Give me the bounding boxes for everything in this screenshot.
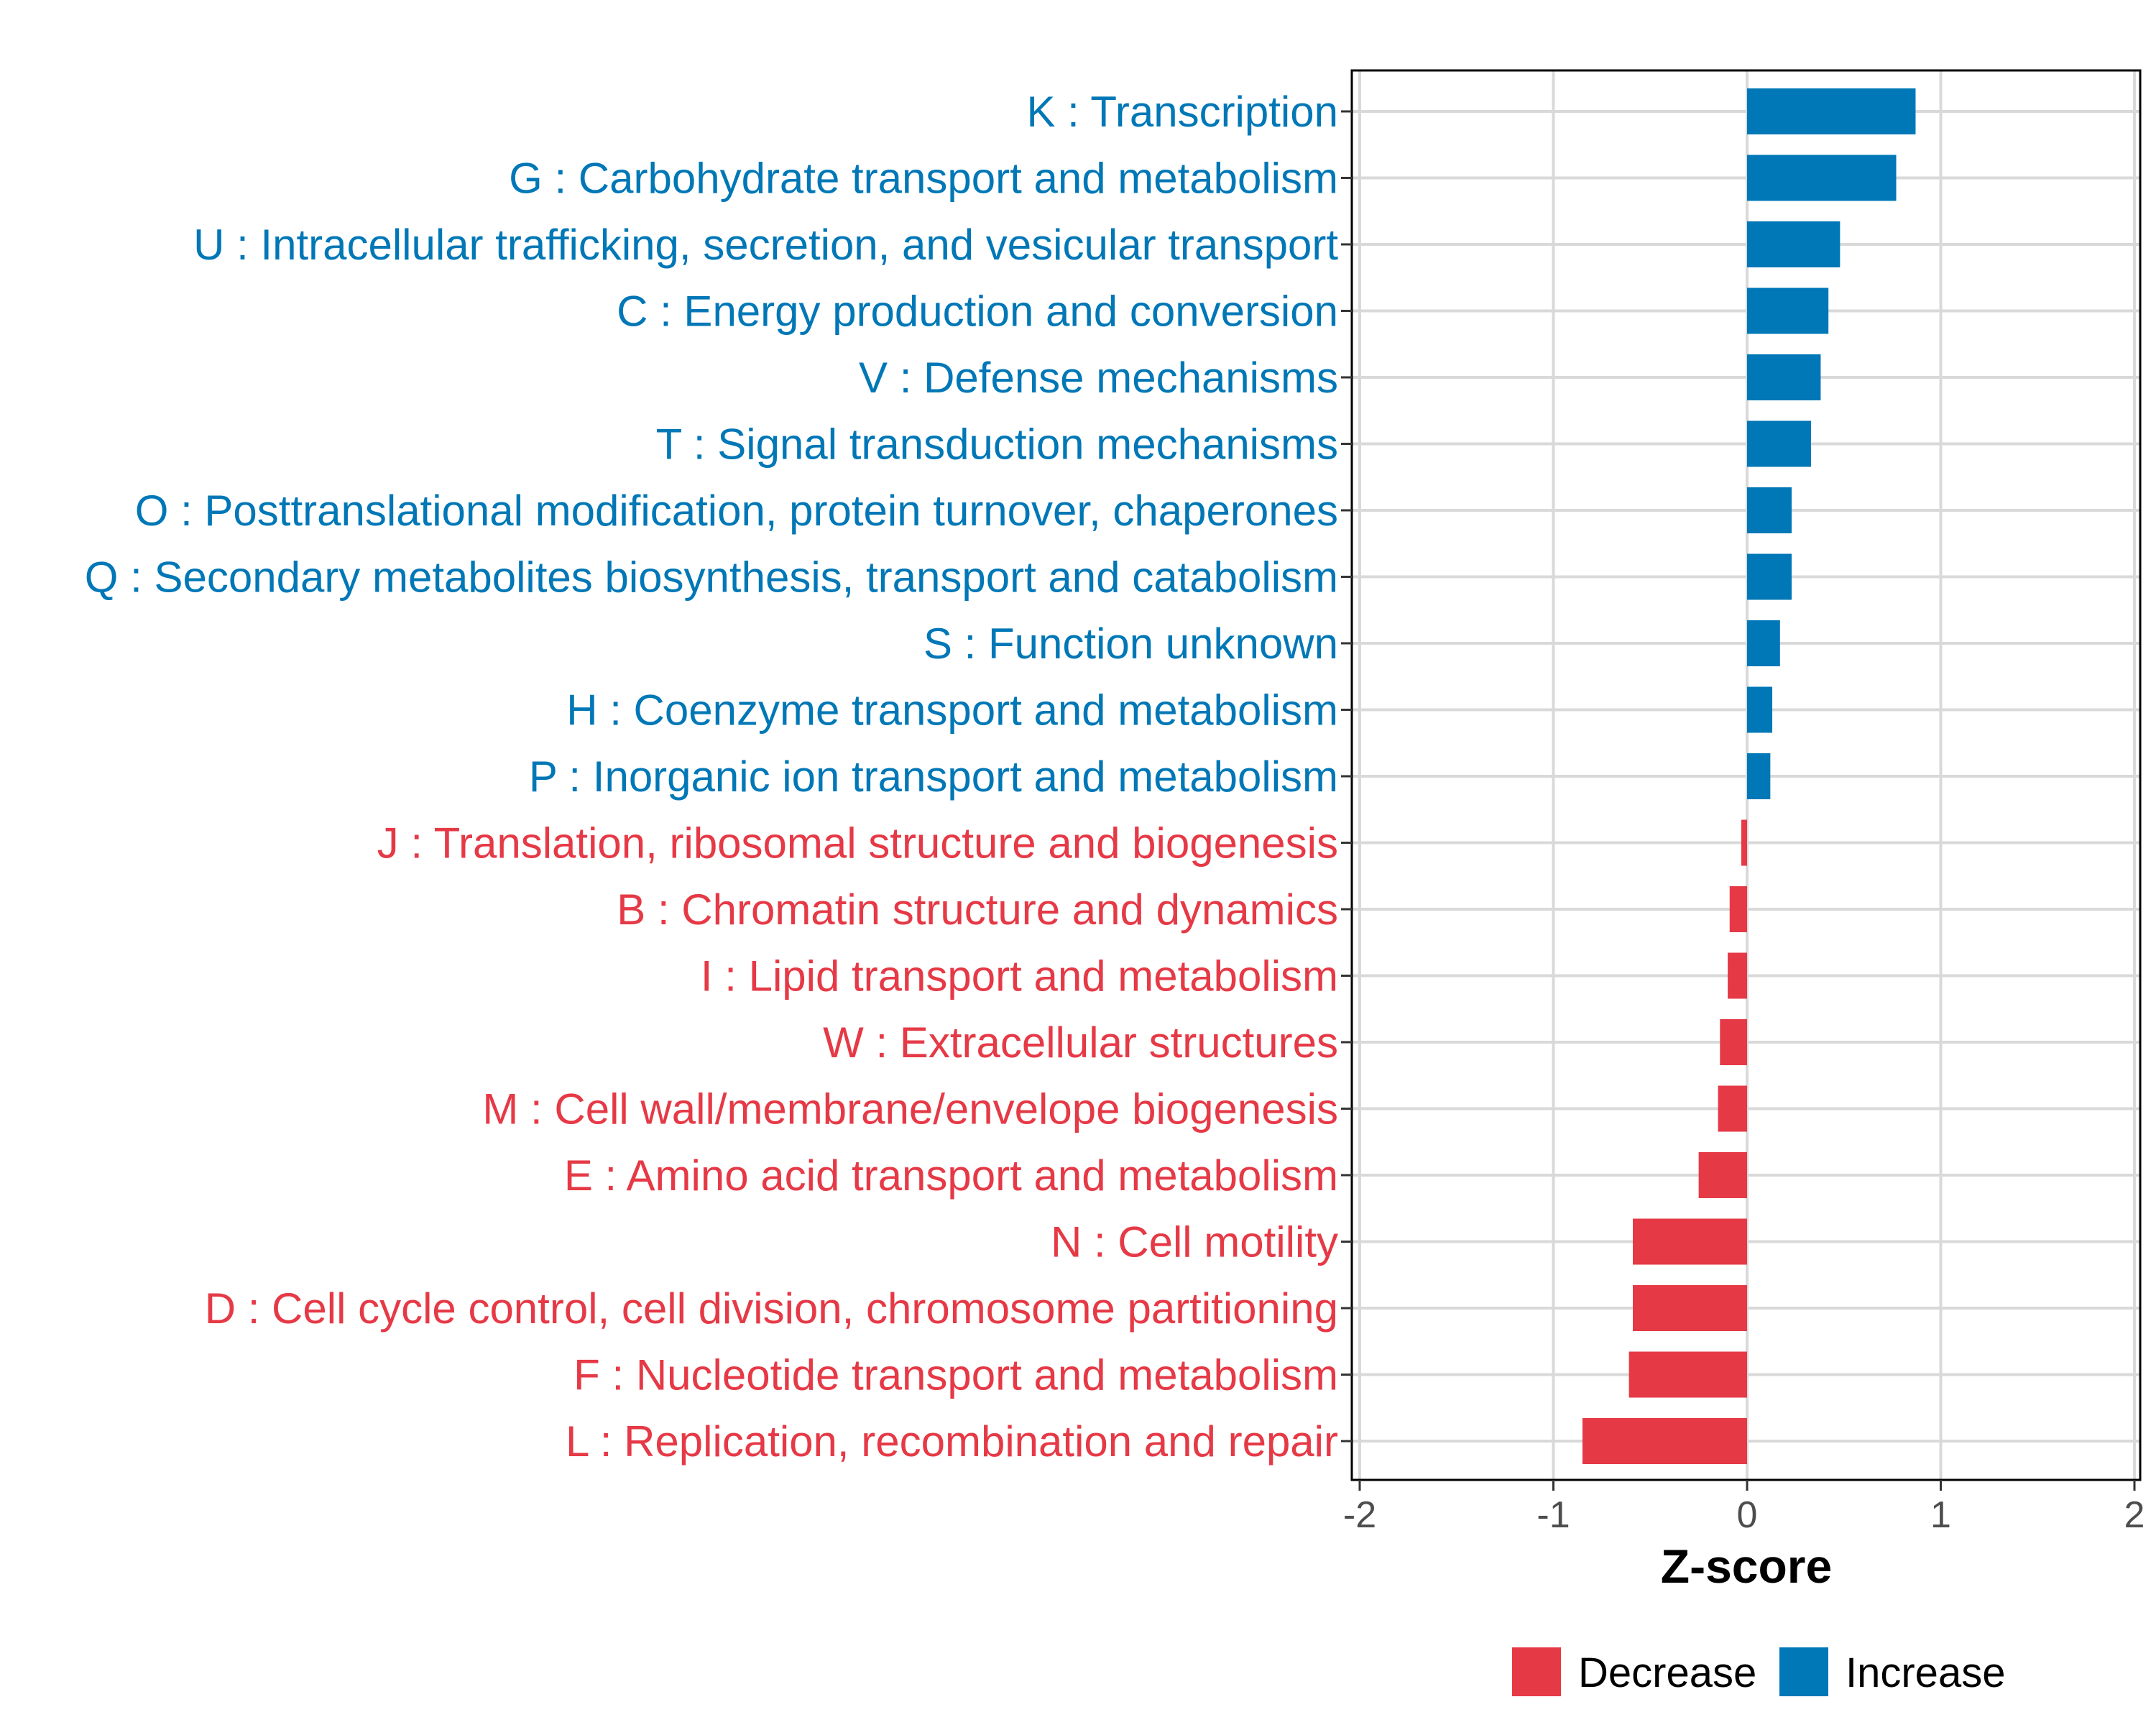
category-label: V : Defense mechanisms xyxy=(859,354,1338,402)
bars-group xyxy=(1582,88,1916,1464)
category-label: M : Cell wall/membrane/envelope biogenes… xyxy=(482,1085,1338,1133)
category-label: U : Intracellular trafficking, secretion… xyxy=(193,221,1338,269)
category-label: F : Nucleotide transport and metabolism xyxy=(573,1351,1338,1399)
category-label: S : Function unknown xyxy=(923,620,1338,668)
bar-p xyxy=(1747,753,1771,799)
category-label: C : Energy production and conversion xyxy=(617,288,1338,336)
category-label: G : Carbohydrate transport and metabolis… xyxy=(509,155,1338,203)
category-label: T : Signal transduction mechanisms xyxy=(656,420,1338,469)
bar-n xyxy=(1632,1218,1747,1265)
bar-f xyxy=(1628,1351,1747,1398)
category-label: D : Cell cycle control, cell division, c… xyxy=(205,1284,1338,1333)
bar-q xyxy=(1747,553,1792,600)
bar-j xyxy=(1741,819,1747,866)
category-label: J : Translation, ribosomal structure and… xyxy=(377,819,1338,868)
category-label: N : Cell motility xyxy=(1051,1218,1338,1266)
legend-label-increase: Increase xyxy=(1846,1650,2005,1696)
bar-e xyxy=(1698,1152,1747,1198)
x-tick-label: -1 xyxy=(1537,1494,1570,1536)
legend-key-decrease xyxy=(1512,1647,1561,1696)
category-label: K : Transcription xyxy=(1026,88,1338,136)
bar-u xyxy=(1747,221,1841,267)
x-axis-tick-labels: -2 -1 0 1 2 xyxy=(1343,1494,2145,1536)
bar-b xyxy=(1729,886,1747,932)
category-label: I : Lipid transport and metabolism xyxy=(701,952,1338,1000)
category-label: P : Inorganic ion transport and metaboli… xyxy=(529,753,1338,801)
x-tick-label: -2 xyxy=(1343,1494,1376,1536)
category-label: W : Extracellular structures xyxy=(823,1018,1338,1067)
bar-v xyxy=(1747,354,1821,400)
bar-w xyxy=(1720,1019,1747,1065)
bar-d xyxy=(1632,1285,1747,1331)
category-label: B : Chromatin structure and dynamics xyxy=(617,886,1338,934)
y-axis-category-labels: K : Transcription G : Carbohydrate transp… xyxy=(85,88,1339,1466)
bar-h xyxy=(1747,686,1773,733)
category-label: L : Replication, recombination and repai… xyxy=(566,1417,1338,1466)
bar-c xyxy=(1747,288,1829,334)
x-axis-title: Z-score xyxy=(1661,1540,1832,1593)
bar-o xyxy=(1747,487,1792,533)
x-tick-label: 1 xyxy=(1930,1494,1951,1536)
x-axis-ticks xyxy=(1358,1480,2136,1491)
bar-m xyxy=(1718,1085,1747,1132)
bar-l xyxy=(1582,1418,1747,1464)
category-label: Q : Secondary metabolites biosynthesis, … xyxy=(85,553,1338,602)
x-tick-label: 2 xyxy=(2124,1494,2145,1536)
bar-t xyxy=(1747,420,1811,467)
legend: Decrease Increase xyxy=(1512,1647,2005,1696)
x-tick-label: 0 xyxy=(1737,1494,1758,1536)
y-axis-ticks xyxy=(1341,110,1352,1443)
legend-label-decrease: Decrease xyxy=(1578,1650,1756,1696)
category-label: E : Amino acid transport and metabolism xyxy=(564,1151,1338,1200)
category-label: H : Coenzyme transport and metabolism xyxy=(566,686,1338,735)
legend-key-increase xyxy=(1779,1647,1828,1696)
bar-g xyxy=(1747,155,1897,201)
bar-i xyxy=(1728,952,1747,999)
bar-s xyxy=(1747,620,1780,666)
bar-k xyxy=(1747,88,1916,134)
category-label: O : Posttranslational modification, prot… xyxy=(135,487,1338,535)
